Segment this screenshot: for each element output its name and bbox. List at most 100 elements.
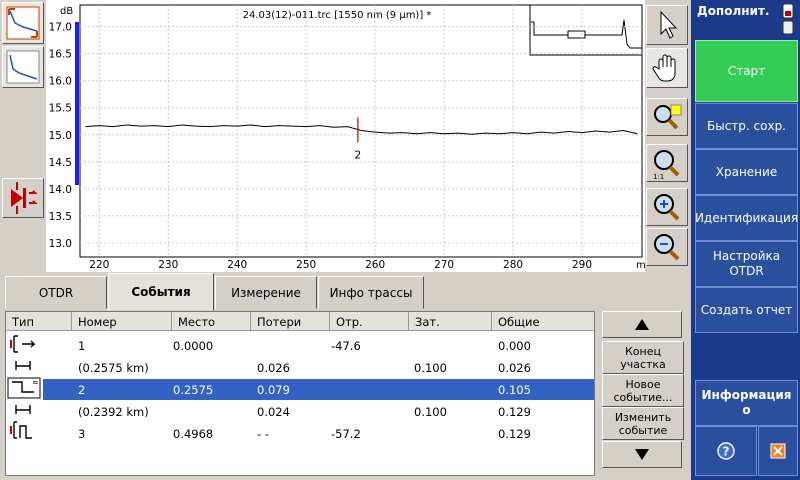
event-marker-label: 2 <box>355 149 362 161</box>
column-separator <box>491 312 492 331</box>
help-button[interactable]: ? <box>695 426 757 476</box>
x-tick-label: 220 <box>89 259 109 271</box>
table-cell: 0.024 <box>257 405 290 419</box>
y-tick-label: 17.0 <box>49 22 72 34</box>
column-header: Зат. <box>415 315 440 329</box>
button-label: событие... <box>613 390 673 404</box>
y-tick-label: 13.5 <box>49 211 72 223</box>
event-type-icons: ≈ <box>7 335 41 439</box>
laser-button[interactable] <box>2 178 44 218</box>
button-label: Создать отчет <box>700 302 793 317</box>
column-header: Отр. <box>336 315 363 329</box>
menu-button[interactable]: Идентификация <box>695 195 798 241</box>
tab[interactable]: OTDR <box>5 276 107 309</box>
battery-icon <box>782 3 794 35</box>
table-cell: 0.079 <box>257 383 290 397</box>
close-button[interactable] <box>758 426 798 476</box>
button-label: Изменить <box>614 410 672 424</box>
table-cell: 0.129 <box>498 427 531 441</box>
tool-button[interactable]: 1:1 <box>646 144 688 182</box>
y-tick-label: 16.0 <box>49 76 72 88</box>
icon <box>6 6 40 40</box>
icon <box>654 194 680 221</box>
menu-title: Дополнит. <box>697 4 770 18</box>
table-cell: 0.129 <box>498 405 531 419</box>
y-tick-label: 13.0 <box>49 238 72 250</box>
side-button[interactable]: Конец участка <box>602 341 684 374</box>
column-header: Потери <box>257 315 302 329</box>
button-label: Старт <box>727 63 766 78</box>
overview-inset <box>529 4 643 56</box>
full-trace-button[interactable] <box>2 46 44 88</box>
button-label: Быстр. сохр. <box>706 118 786 133</box>
table-cell: 0.2575 <box>173 383 214 397</box>
icon <box>652 54 676 82</box>
column-separator <box>171 312 172 331</box>
column-header: Тип <box>12 315 35 329</box>
menu-button[interactable]: Создать отчет <box>695 287 798 333</box>
y-tick-label: 14.0 <box>49 184 72 196</box>
column-separator <box>408 312 409 331</box>
tool-button[interactable] <box>646 48 688 88</box>
menu-button[interactable]: Настройка OTDR <box>695 241 798 287</box>
icon <box>6 50 40 84</box>
table-cell: 1 <box>78 339 86 353</box>
x-tick-label: 250 <box>296 259 316 271</box>
tool-button[interactable] <box>646 228 688 266</box>
tool-button[interactable] <box>646 98 688 136</box>
trace-title: 24.03(12)-011.trc [1550 nm (9 µm)] * <box>243 10 432 21</box>
x-tick-label: 240 <box>227 259 247 271</box>
menu-button[interactable]: Быстр. сохр. <box>695 103 798 149</box>
tool-button[interactable] <box>646 188 688 226</box>
table-cell: 3 <box>78 427 86 441</box>
table-cell: 0.100 <box>414 405 447 419</box>
trace-view-button[interactable] <box>2 2 44 44</box>
side-button[interactable]: Изменить событие <box>602 407 684 440</box>
table-cell: 0.0000 <box>173 339 214 353</box>
scroll-up-button[interactable] <box>602 311 682 338</box>
y-tick-label: 15.0 <box>49 130 72 142</box>
y-unit: dB <box>60 6 73 17</box>
svg-text:≈: ≈ <box>32 378 39 387</box>
button-label: событие <box>618 423 668 437</box>
trace-chart: dB m 24.03(12)-011.trc [1550 nm (9 µm)] … <box>46 0 645 272</box>
side-button[interactable]: Новое событие... <box>602 374 684 407</box>
table-cell: 2 <box>78 383 86 397</box>
button-label: Хранение <box>715 164 778 179</box>
column-separator <box>250 312 251 331</box>
menu-button[interactable]: Хранение <box>695 149 798 195</box>
trace-line <box>85 124 638 135</box>
info-button[interactable]: Информация о <box>695 380 798 426</box>
svg-text:1:1: 1:1 <box>653 173 664 181</box>
table-cell: 0.026 <box>257 361 290 375</box>
y-tick-label: 15.5 <box>49 103 72 115</box>
button-label: Конец <box>625 344 661 358</box>
icon <box>654 104 682 130</box>
icon <box>11 182 38 214</box>
button-label: участка <box>620 357 666 371</box>
table-cell: -47.6 <box>331 339 361 353</box>
table-cell: - - <box>257 427 269 441</box>
scroll-down-button[interactable] <box>602 441 682 468</box>
x-tick-label: 230 <box>158 259 178 271</box>
table-cell: 0.026 <box>498 361 531 375</box>
x-tick-label: 280 <box>503 259 523 271</box>
menu-button[interactable]: Старт <box>695 40 798 102</box>
table-cell: 0.100 <box>414 361 447 375</box>
table-cell: (0.2392 km) <box>78 405 149 419</box>
button-label: Идентификация <box>694 210 799 225</box>
table-cell: -57.2 <box>331 427 361 441</box>
x-tick-label: 270 <box>434 259 454 271</box>
axis-indicator <box>75 22 79 185</box>
icon: 1:1 <box>653 150 680 181</box>
tab[interactable]: Инфо трассы <box>318 276 424 309</box>
tab[interactable]: Измерение <box>215 276 317 309</box>
table-cell: 0.105 <box>498 383 531 397</box>
selected-row <box>43 379 594 400</box>
svg-text:?: ? <box>723 445 730 459</box>
column-header: Место <box>178 315 216 329</box>
tab[interactable]: События <box>108 273 214 311</box>
button-label: Настройка <box>712 249 781 263</box>
tool-button[interactable] <box>646 5 688 45</box>
